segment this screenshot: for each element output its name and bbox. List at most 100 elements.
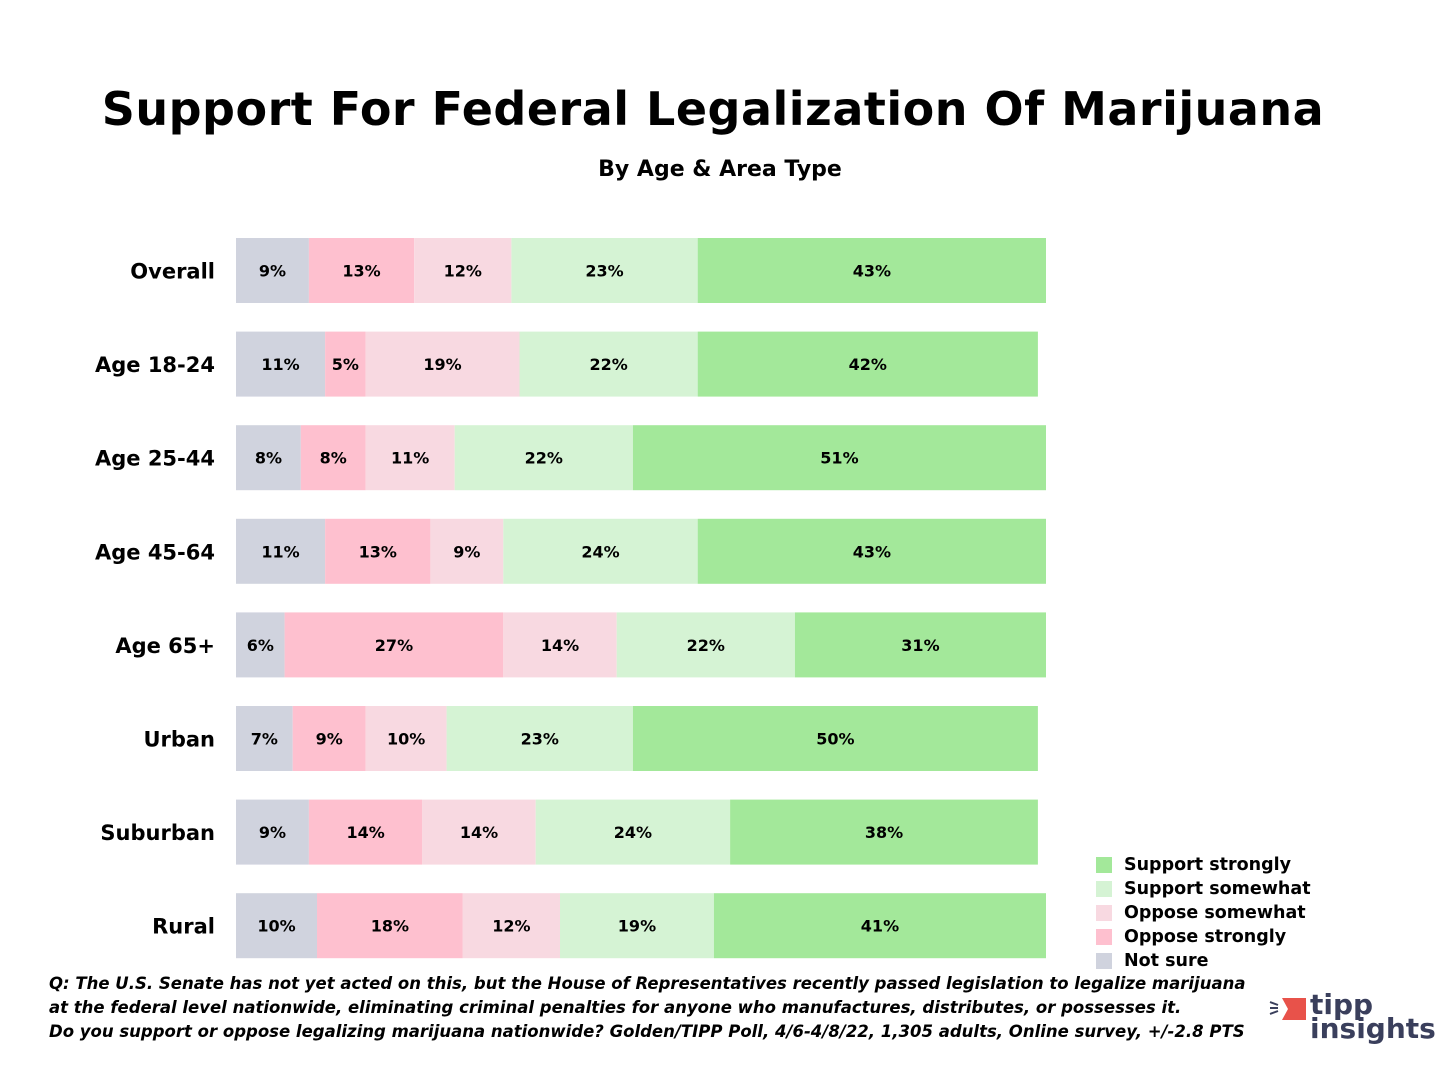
data-label: 9% [259,823,286,842]
legend-swatch [1096,953,1112,969]
data-label: 22% [687,636,725,655]
logo-text-tipp: tipp [1310,988,1374,1021]
bar-segment [365,331,520,397]
data-label: 13% [359,542,397,561]
data-label: 9% [316,730,343,749]
bar-segment [430,518,504,584]
category-label: Urban [143,728,215,752]
data-label: 43% [853,262,891,281]
data-label: 27% [375,636,413,655]
bar-segment [284,612,504,678]
data-label: 8% [255,449,282,468]
data-label: 5% [332,355,359,374]
note-line: at the federal level nationwide, elimina… [49,998,1182,1017]
category-label: Overall [130,260,215,284]
bar-segment [308,238,415,303]
data-label: 14% [541,636,579,655]
bar-segment [422,799,536,865]
legend-item: Not sure [1096,949,1311,973]
bar-segment [365,706,447,771]
category-label: Rural [152,915,215,939]
legend-label: Support somewhat [1124,879,1311,899]
legend-item: Oppose somewhat [1096,901,1311,925]
bar-segment [325,331,366,397]
data-label: 13% [342,262,380,281]
data-label: 7% [251,730,278,749]
data-label: 11% [391,449,429,468]
bar-segment [697,518,1046,584]
bar-segment [697,331,1038,397]
legend-swatch [1096,881,1112,897]
data-label: 10% [387,730,425,749]
data-label: 12% [492,917,530,936]
bar-segment [317,893,463,959]
legend-item: Support somewhat [1096,877,1311,901]
bar-segment [365,425,455,491]
bar-segment [519,331,698,397]
bar-segment [462,893,560,959]
note-line: Q: The U.S. Senate has not yet acted on … [49,974,1246,993]
data-label: 24% [614,823,652,842]
data-label: 19% [618,917,656,936]
data-label: 42% [849,355,887,374]
bar-segment [713,893,1046,959]
legend-item: Oppose strongly [1096,925,1311,949]
legend-label: Not sure [1124,951,1209,971]
bar-segment [236,893,317,959]
data-label: 23% [585,262,623,281]
chart-title: Support For Federal Legalization Of Mari… [101,82,1325,136]
bar-segment [560,893,714,959]
data-label: 22% [589,355,627,374]
data-label: 9% [453,542,480,561]
data-label: 43% [853,542,891,561]
category-label: Age 25-44 [95,447,215,471]
bar-segment [503,518,698,584]
legend-label: Oppose strongly [1124,927,1287,947]
bar-segment [236,706,293,771]
bar-segment [632,425,1046,491]
legend-label: Oppose somewhat [1124,903,1306,923]
logo-text-insights: insights [1310,1012,1436,1045]
legend-label: Support strongly [1124,855,1292,875]
data-label: 12% [444,262,482,281]
bar-segment [236,799,309,865]
data-label: 11% [261,542,299,561]
data-label: 14% [346,823,384,842]
data-label: 41% [861,917,899,936]
bar-segment [535,799,731,865]
survey-note: Q: The U.S. Senate has not yet acted on … [49,972,1245,1044]
chart-subtitle: By Age & Area Type [598,157,842,182]
bar-segment [308,799,423,865]
data-label: 31% [901,636,939,655]
bar-segment [454,425,633,491]
category-label: Suburban [100,821,215,845]
data-label: 14% [460,823,498,842]
legend-item: Support strongly [1096,853,1311,877]
bar-segment [236,518,326,584]
bar-segment [236,612,285,678]
legend-swatch [1096,857,1112,873]
bar-segment [292,706,366,771]
data-label: 50% [816,730,854,749]
category-label: Age 65+ [115,634,215,658]
bar-segment [632,706,1038,771]
data-label: 10% [257,917,295,936]
data-label: 19% [423,355,461,374]
tipp-insights-logo: tipp insights [1268,988,1436,1052]
data-label: 51% [820,449,858,468]
bar-segment [730,799,1038,865]
logo-mark-icon [1269,998,1306,1020]
bar-segment [414,238,512,303]
legend: Support strongly Support somewhat Oppose… [1096,853,1311,973]
category-label: Age 45-64 [95,540,215,564]
data-label: 11% [261,355,299,374]
legend-swatch [1096,929,1112,945]
data-label: 38% [865,823,903,842]
bar-segment [325,518,431,584]
data-label: 24% [581,542,619,561]
bar-segment [794,612,1046,678]
data-label: 9% [259,262,286,281]
bar-segment [511,238,698,303]
bar-segment [446,706,633,771]
